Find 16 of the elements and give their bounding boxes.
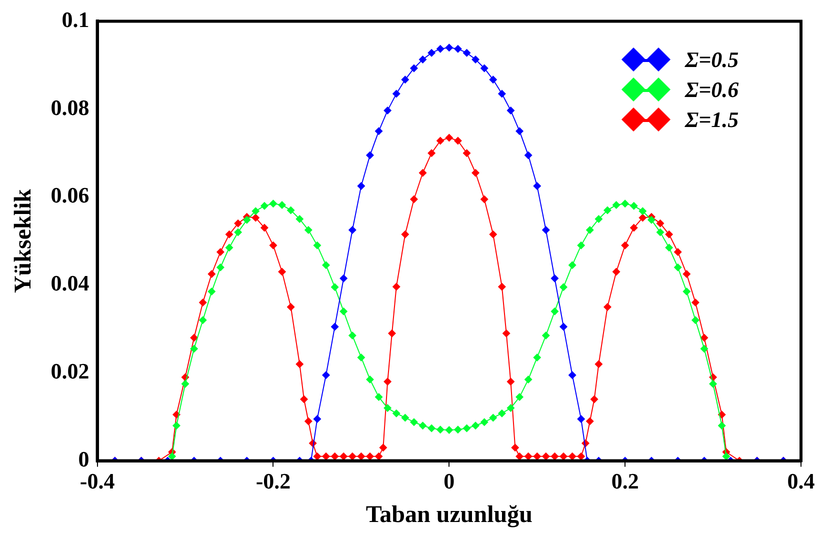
x-tick-label: 0.2 bbox=[611, 468, 639, 494]
y-tick-label: 0.08 bbox=[50, 94, 90, 120]
y-tick-label: 0.1 bbox=[62, 6, 90, 32]
x-tick-label: -0.4 bbox=[80, 468, 115, 494]
x-tick-label: -0.2 bbox=[256, 468, 291, 494]
y-tick-label: 0.06 bbox=[50, 182, 90, 208]
x-axis-title: Taban uzunluğu bbox=[366, 502, 532, 528]
legend-label: Σ=0.6 bbox=[685, 77, 739, 104]
legend-label: Σ=0.5 bbox=[685, 47, 739, 74]
x-tick-label: 0 bbox=[444, 468, 455, 494]
y-tick-label: 0.02 bbox=[50, 358, 90, 384]
x-tick-label: 0.4 bbox=[787, 468, 815, 494]
y-tick-label: 0 bbox=[78, 446, 90, 472]
legend-label: Σ=1.5 bbox=[685, 107, 739, 134]
y-tick-label: 0.04 bbox=[50, 270, 90, 296]
y-axis-title: Yükseklik bbox=[10, 188, 37, 294]
